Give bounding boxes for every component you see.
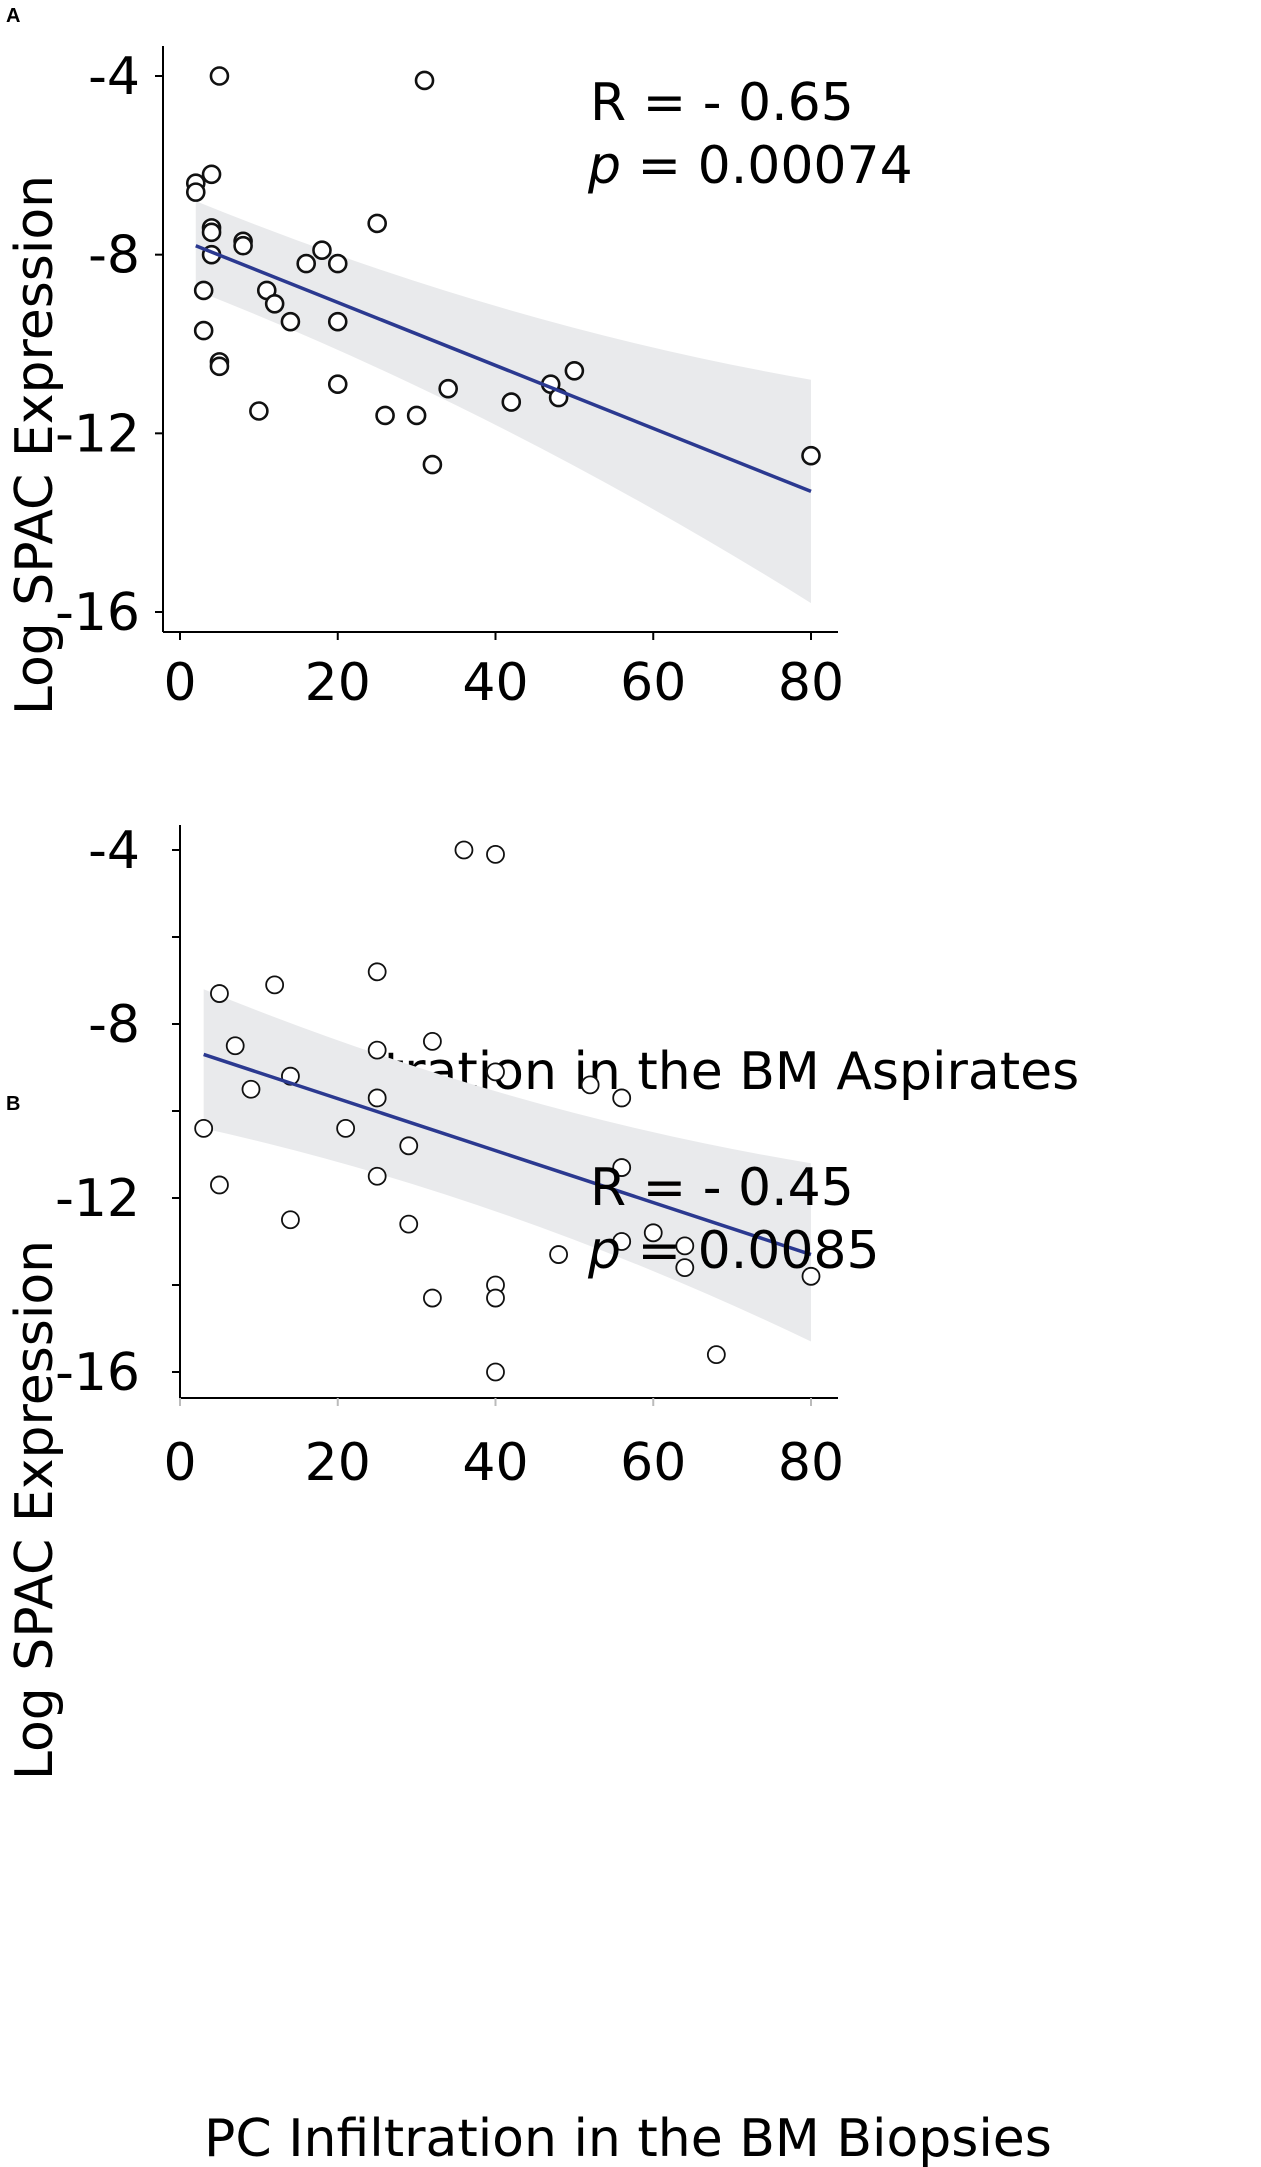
panel-b-data-point: [549, 1245, 568, 1264]
panel-b-data-point: [225, 1036, 245, 1056]
panel-b-data-point: [367, 1166, 387, 1186]
panel-b-r-value: R = - 0.45: [590, 1158, 854, 1218]
panel-a-data-point: [501, 392, 522, 412]
panel-b-data-point: [612, 1232, 632, 1251]
panel-a-data-point: [193, 320, 214, 341]
panel-a-y-tick-label: -12: [55, 404, 140, 464]
panel-a-data-point: [209, 66, 230, 86]
panel-b-data-point: [675, 1258, 695, 1277]
panel-a-points: [185, 66, 821, 475]
panel-a-data-point: [327, 311, 348, 332]
panel-a-x-tick-label: 20: [305, 653, 371, 713]
panel-b-y-tick-label: -16: [55, 1343, 140, 1403]
panel-a-data-point: [296, 253, 317, 274]
panel-a-data-point: [367, 213, 387, 234]
panel-a-regression-line: [195, 244, 812, 494]
panel-b-data-point: [265, 975, 285, 995]
panel-a-data-point: [327, 253, 348, 274]
panel-a-data-point: [375, 405, 395, 426]
panel-a-data-point: [564, 360, 585, 381]
panel-a-x-tick-label: 40: [462, 653, 528, 713]
panel-b-x-tick-label: 0: [163, 1433, 196, 1493]
panel-b-y-tick-label: -12: [55, 1169, 140, 1229]
panel-a-data-point: [438, 378, 458, 399]
panel-a-x-ticks: 0 20 40 60 80: [163, 632, 844, 713]
panel-b-x-tick-label: 60: [620, 1433, 686, 1493]
panel-b-data-point: [706, 1345, 726, 1364]
panel-b-regression-line: [203, 1052, 812, 1257]
panel-a-data-point: [327, 374, 348, 395]
panel-a-x-tick-label: 0: [163, 653, 196, 713]
panel-b-data-point: [399, 1214, 419, 1234]
panel-b-y-tick-label: -8: [88, 995, 140, 1055]
panel-b-confidence-band: [203, 989, 812, 1342]
panel-a-data-point: [422, 454, 443, 475]
panel-b-data-point: [422, 1032, 442, 1051]
panel-b-data-point: [580, 1075, 600, 1095]
panel-a-p-value: p = 0.00074: [587, 136, 913, 196]
panel-a-data-point: [201, 164, 222, 185]
panel-b-y-axis-title: Log SPAC Expression: [5, 1240, 65, 1780]
panel-b-data-point: [210, 1175, 229, 1195]
panel-a-data-point: [233, 235, 253, 256]
panel-a-data-point: [801, 445, 821, 466]
panel-a-y-axis-title: Log SPAC Expression: [5, 175, 65, 715]
panel-a-y-tick-label: -4: [88, 47, 140, 107]
panel-a-data-point: [264, 293, 285, 314]
panel-b-data-point: [367, 1088, 387, 1108]
panel-b-data-point: [486, 844, 505, 864]
panel-b-data-point: [454, 840, 474, 860]
panel-a-y-tick-label: -8: [88, 226, 140, 286]
panel-b-data-point: [336, 1119, 356, 1138]
panel-b-data-point: [486, 1362, 505, 1382]
panel-b-data-point: [210, 984, 229, 1003]
panel-b-data-point: [486, 1288, 505, 1308]
panel-a-scatter: A -4 -8 -12 -16 0 20 40 60 80 Log SPAC Expressi…: [5, 5, 1079, 1102]
panel-b-data-point: [194, 1119, 214, 1138]
panel-b-x-ticks: 0 20 40 60 80: [163, 1398, 844, 1493]
panel-a-y-tick-label: -16: [55, 583, 140, 643]
panel-b-data-point: [281, 1210, 300, 1230]
panel-b-x-axis-title: PC Infiltration in the BM Biopsies: [204, 2109, 1052, 2167]
panel-b-data-point: [801, 1266, 821, 1286]
panel-b-p-value: p = 0.0085: [587, 1221, 880, 1281]
panel-a-x-tick-label: 60: [620, 653, 686, 713]
panel-b-x-tick-label: 80: [778, 1433, 844, 1493]
panel-a-data-point: [201, 222, 222, 243]
panel-b-points: [194, 840, 821, 1382]
panel-a-label: A: [6, 5, 20, 27]
panel-a-data-point: [414, 70, 435, 91]
panel-b-data-point: [422, 1288, 442, 1308]
panel-b-data-point: [486, 1062, 505, 1082]
panel-b-y-tick-label: -4: [88, 821, 140, 881]
panel-b-x-tick-label: 20: [305, 1433, 371, 1493]
panel-a-data-point: [193, 280, 214, 301]
panel-b-scatter: B -4 -8 -12 -16 0 20 40 60 80 Log SPAC Expressi…: [5, 821, 1052, 2167]
panel-b-data-point: [612, 1088, 632, 1108]
panel-b-x-tick-label: 40: [462, 1433, 528, 1493]
panel-b-data-point: [675, 1236, 695, 1256]
panel-b-y-ticks: -4 -8 -12 -16: [55, 821, 180, 1403]
panel-a-data-point: [185, 182, 206, 202]
panel-a-data-point: [209, 356, 230, 377]
panel-b-data-point: [612, 1158, 632, 1177]
panel-a-data-point: [280, 311, 301, 332]
panel-b-data-point: [367, 962, 387, 982]
panel-b-label: B: [6, 1093, 20, 1115]
panel-a-x-tick-label: 80: [778, 653, 844, 713]
panel-a-data-point: [406, 405, 427, 426]
panel-a-y-ticks: -4 -8 -12 -16: [55, 47, 163, 643]
panel-a-r-value: R = - 0.65: [590, 73, 854, 133]
panel-b-data-point: [399, 1136, 419, 1156]
panel-b-data-point: [367, 1040, 387, 1060]
panel-a-data-point: [312, 240, 332, 260]
panel-b-data-point: [643, 1223, 663, 1243]
panel-a-data-point: [249, 401, 269, 421]
panel-b-data-point: [241, 1079, 261, 1099]
